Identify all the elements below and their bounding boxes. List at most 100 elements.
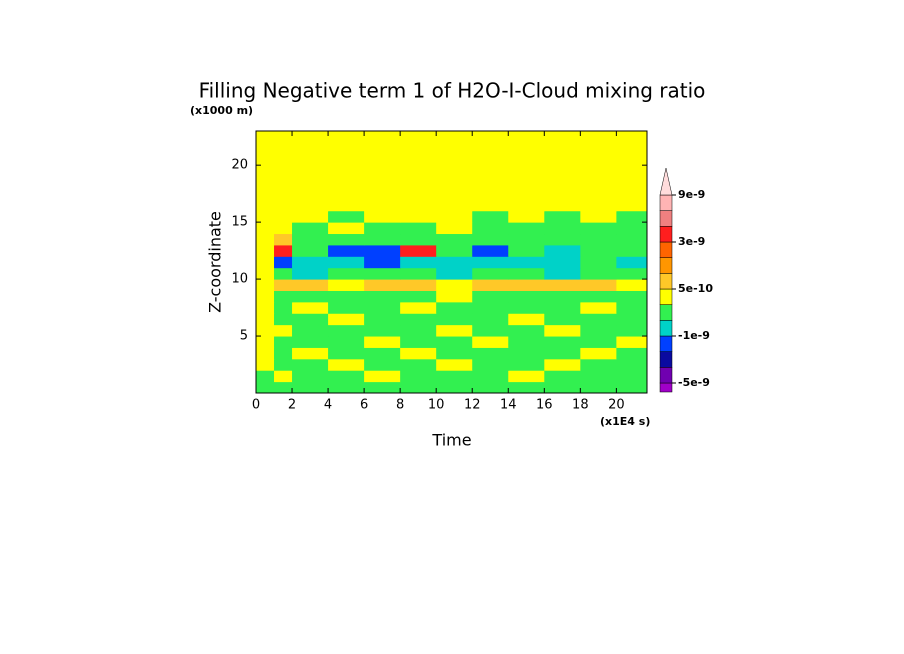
contour-cell xyxy=(364,358,401,371)
colorbar-segment xyxy=(659,288,673,305)
contour-cell xyxy=(400,370,437,383)
contour-cell xyxy=(580,381,617,394)
contour-cell xyxy=(544,290,581,303)
contour-cell xyxy=(472,131,509,200)
colorbar-segment xyxy=(659,382,673,393)
contour-cell xyxy=(508,370,545,383)
contour-cell xyxy=(508,233,545,246)
contour-cell xyxy=(292,370,329,383)
contour-cell xyxy=(292,267,329,280)
colorbar-segment xyxy=(659,194,673,211)
contour-cell xyxy=(472,290,509,303)
contour-cell xyxy=(328,256,365,269)
colorbar-arrow xyxy=(659,167,673,196)
contour-cell xyxy=(616,256,648,269)
contour-cell xyxy=(508,256,545,269)
contour-cell xyxy=(508,244,545,257)
contour-cell xyxy=(544,244,581,257)
contour-cell xyxy=(472,370,509,383)
contour-cell xyxy=(328,358,365,371)
colorbar-segment xyxy=(659,367,673,384)
contour-cell xyxy=(544,313,581,326)
contour-cell xyxy=(364,347,401,360)
y-axis-label: Z-coordinate xyxy=(206,211,225,313)
contour-cell xyxy=(274,347,293,360)
y-tick-label: 5 xyxy=(240,329,248,344)
contour-cell xyxy=(292,279,329,291)
contour-cell xyxy=(364,279,401,291)
contour-cell xyxy=(364,244,401,257)
x-tick-label: 20 xyxy=(608,398,625,413)
contour-cell xyxy=(364,324,401,337)
contour-cell xyxy=(364,199,401,212)
colorbar-segment xyxy=(659,320,673,337)
contour-cell xyxy=(436,313,473,326)
contour-cell xyxy=(616,233,648,246)
contour-cell xyxy=(508,199,545,212)
contour-cell xyxy=(256,199,275,212)
contour-cell xyxy=(580,370,617,383)
colorbar-tick-label: -5e-9 xyxy=(678,376,710,389)
contour-cell xyxy=(436,210,473,223)
contour-cell xyxy=(436,256,473,269)
contour-cell xyxy=(400,199,437,212)
contour-cell xyxy=(292,324,329,337)
contour-cell xyxy=(256,381,275,394)
contour-cell xyxy=(364,267,401,280)
contour-cell xyxy=(544,347,581,360)
contour-cell xyxy=(544,210,581,223)
contour-cell xyxy=(508,210,545,223)
contour-cell xyxy=(328,336,365,348)
contour-cell xyxy=(256,324,275,337)
contour-cell xyxy=(328,370,365,383)
contour-cell xyxy=(256,233,275,246)
contour-cell xyxy=(364,222,401,235)
contour-cell xyxy=(508,267,545,280)
contour-cell xyxy=(364,256,401,269)
colorbar-tick-label: 9e-9 xyxy=(678,188,705,201)
contour-cell xyxy=(580,256,617,269)
contour-cell xyxy=(400,336,437,348)
x-tick-label: 0 xyxy=(252,398,260,413)
contour-cell xyxy=(400,381,437,394)
contour-cell xyxy=(436,131,473,200)
contour-cell xyxy=(292,131,329,200)
contour-cell xyxy=(292,347,329,360)
contour-cell xyxy=(580,324,617,337)
y-tick-label: 10 xyxy=(231,272,248,287)
contour-cell xyxy=(328,244,365,257)
contour-cell xyxy=(256,313,275,326)
contour-cell xyxy=(292,210,329,223)
x-tick-label: 6 xyxy=(360,398,368,413)
x-tick-label: 18 xyxy=(572,398,589,413)
contour-cell xyxy=(580,233,617,246)
contour-cell xyxy=(472,199,509,212)
contour-cell xyxy=(400,267,437,280)
contour-cell xyxy=(616,267,648,280)
contour-cell xyxy=(292,290,329,303)
colorbar-segment xyxy=(659,226,673,243)
contour-cell xyxy=(256,336,275,348)
contour-cell xyxy=(328,199,365,212)
contour-cell xyxy=(508,381,545,394)
contour-cell xyxy=(256,370,275,383)
contour-cell xyxy=(292,313,329,326)
contour-cell xyxy=(256,267,275,280)
contour-cell xyxy=(328,324,365,337)
contour-cell xyxy=(400,131,437,200)
contour-cell xyxy=(256,279,275,291)
contour-cell xyxy=(508,301,545,314)
contour-cell xyxy=(328,290,365,303)
contour-cell xyxy=(616,347,648,360)
contour-cell xyxy=(256,222,275,235)
contour-cell xyxy=(436,267,473,280)
contour-cell xyxy=(400,301,437,314)
contour-cell xyxy=(400,324,437,337)
contour-cell xyxy=(400,222,437,235)
contour-cell xyxy=(274,336,293,348)
y-tick-label: 20 xyxy=(231,158,248,173)
contour-cell xyxy=(544,222,581,235)
contour-cell xyxy=(274,210,293,223)
contour-cell xyxy=(436,381,473,394)
